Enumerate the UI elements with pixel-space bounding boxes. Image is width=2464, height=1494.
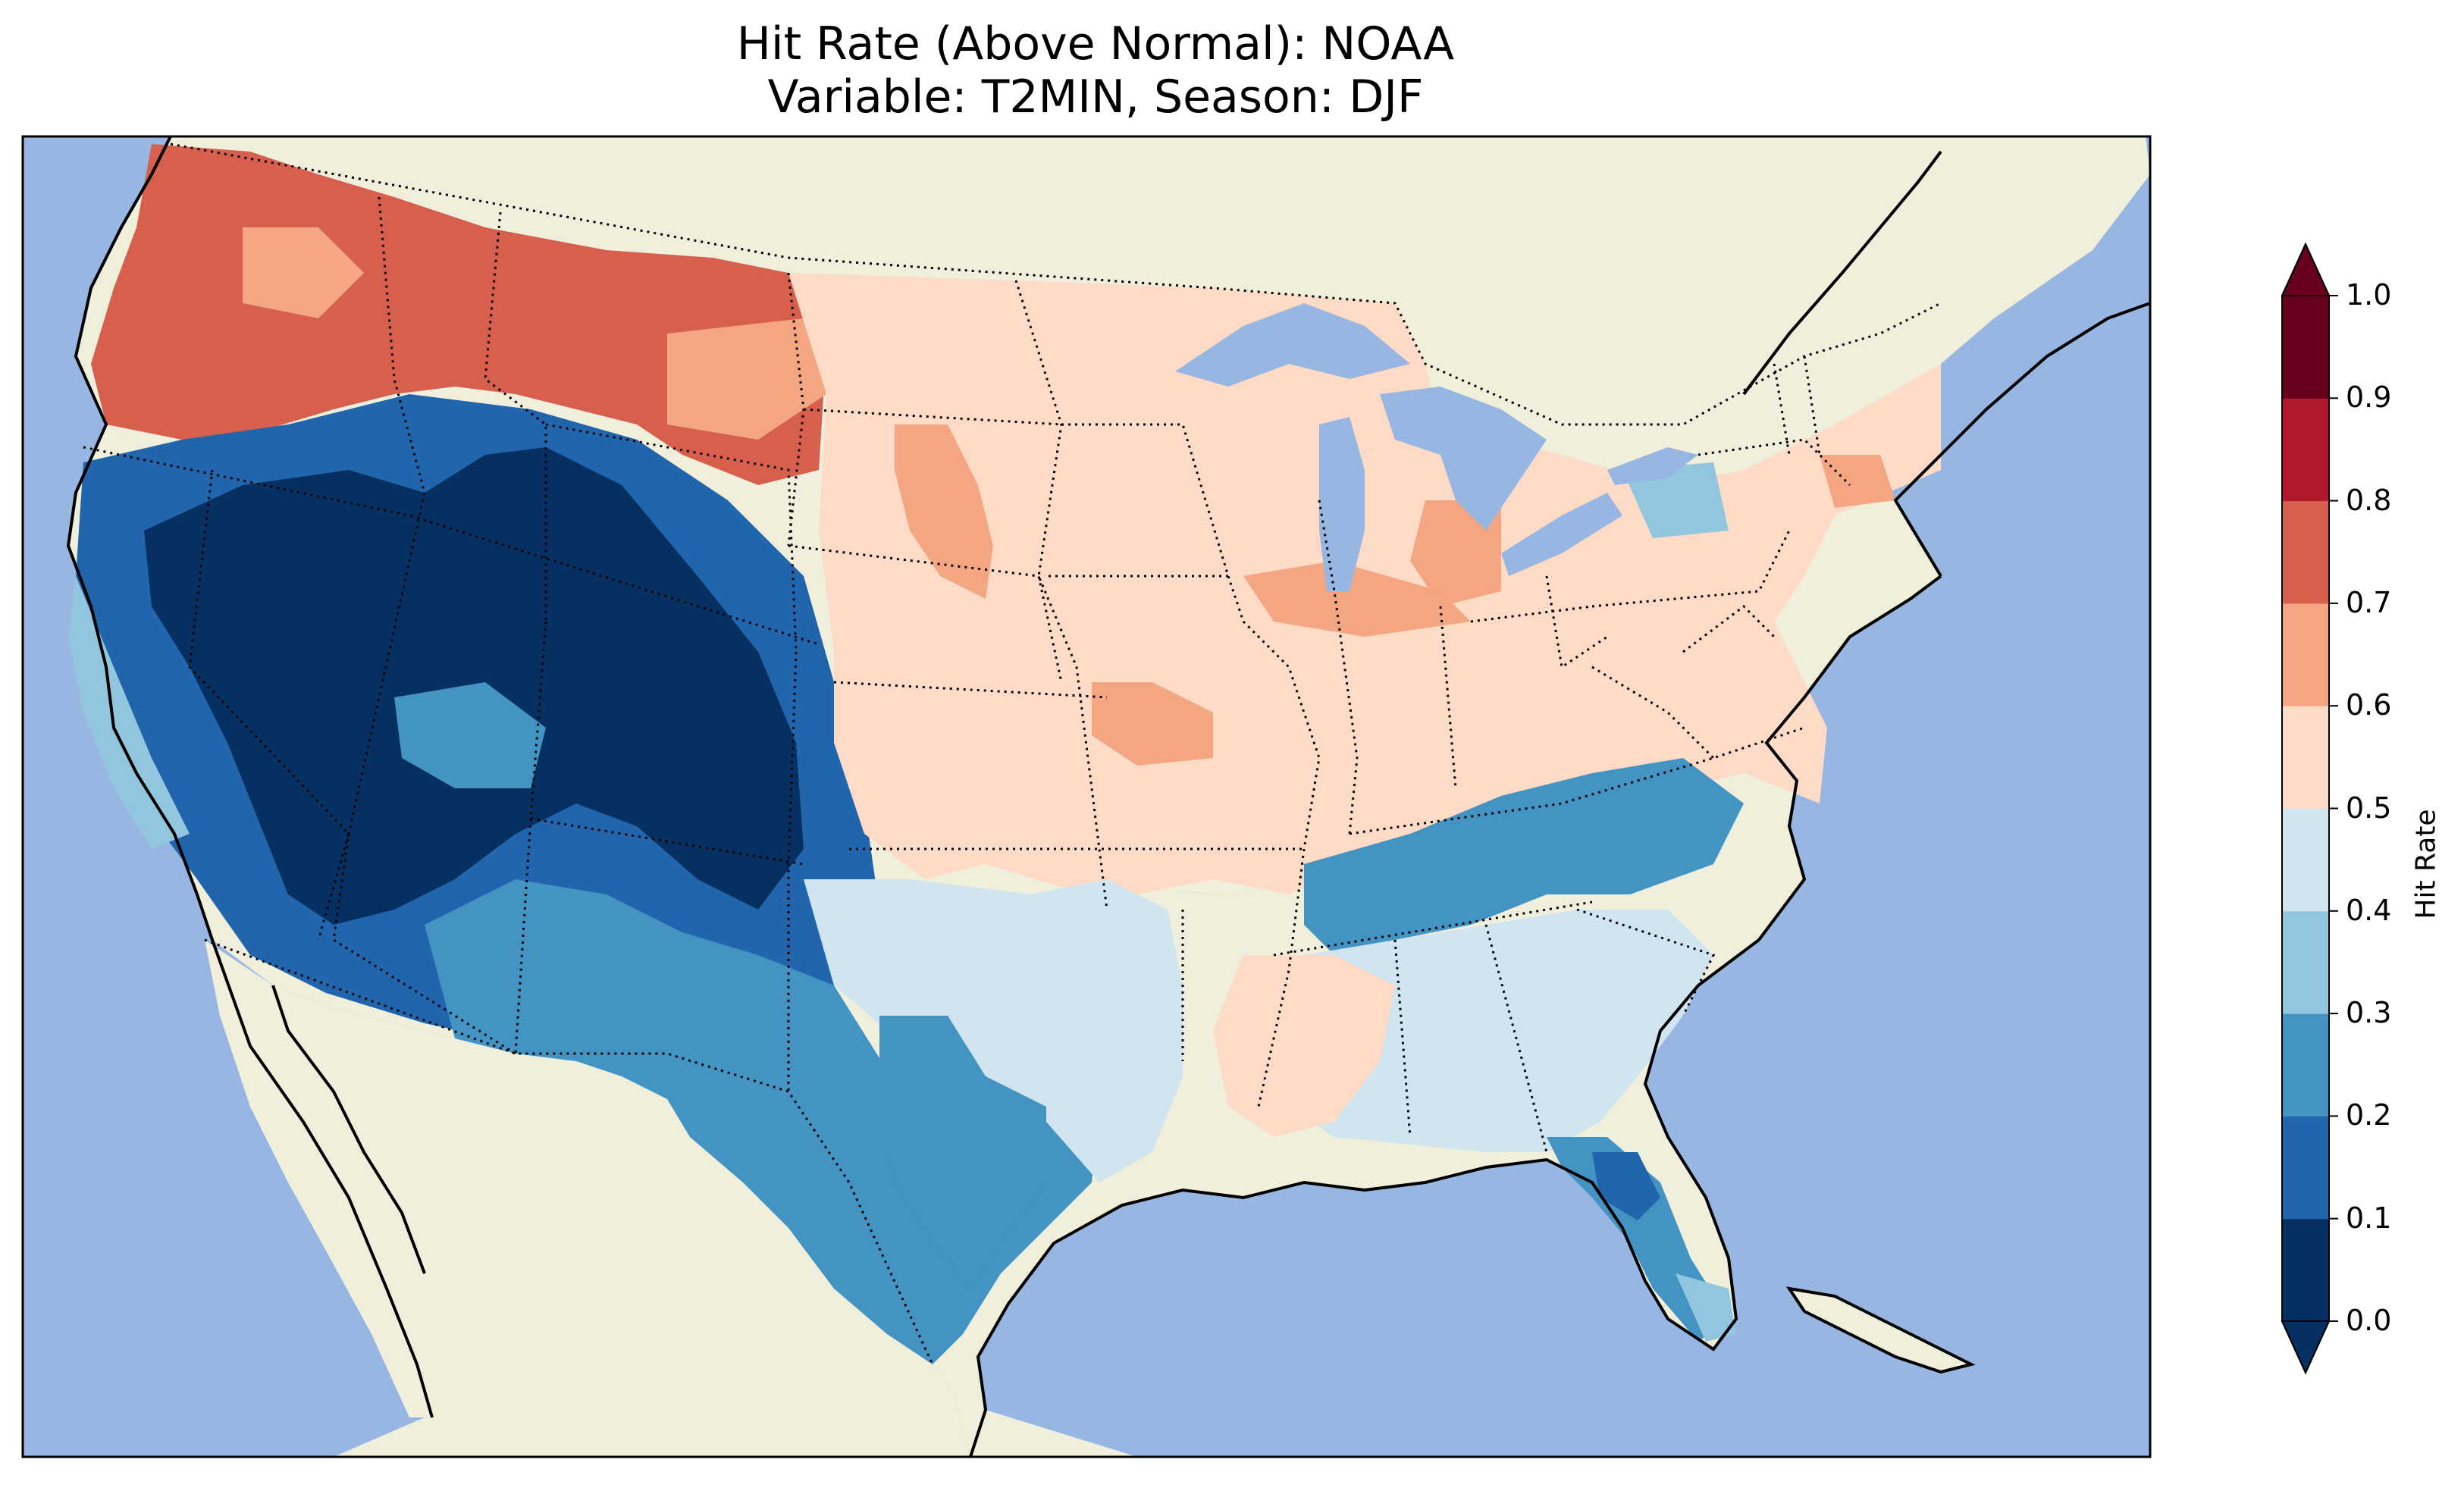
border-plains-vertical: [833, 280, 1304, 910]
region-california-coast: [68, 576, 190, 849]
lake-michigan: [1319, 417, 1365, 591]
region-florida-tip: [1676, 1273, 1736, 1342]
land-cuba: [1789, 1289, 1971, 1372]
colorbar-segment: [2282, 808, 2329, 912]
land-mexico: [205, 940, 970, 1457]
colorbar-tick-label: 0.7: [2346, 585, 2392, 619]
coastline-baja-inner: [271, 985, 426, 1274]
coastlines: [66, 136, 2150, 1457]
land-baja: [205, 940, 432, 1417]
colorbar-segment: [2282, 500, 2329, 604]
colorbar-extend-over: [2281, 242, 2331, 296]
state-borders: [83, 143, 1942, 1365]
colorbar-segment: [2282, 910, 2329, 1014]
colorbar-tick-label: 0.5: [2346, 791, 2392, 825]
colorbar-segment: [2282, 603, 2329, 706]
region-montana-light: [667, 318, 826, 440]
colorbar-segment: [2282, 1218, 2329, 1322]
region-southwest: [425, 879, 1099, 1364]
colorbar-tick-label: 0.9: [2346, 381, 2392, 415]
border-or-ca-nv: [83, 446, 820, 646]
border-us-mexico: [204, 938, 934, 1365]
colorbar-segment: [2282, 706, 2329, 809]
region-sd-orange: [895, 424, 993, 599]
border-south: [1181, 848, 1716, 1153]
colorbar-tick-label: 0.6: [2346, 688, 2392, 722]
colorbar-tick-marks: [2329, 295, 2338, 1322]
region-texas-blue: [879, 1016, 1046, 1289]
colorbar-tick-label: 0.0: [2346, 1304, 2392, 1337]
border-wyoming: [545, 423, 798, 653]
lake-ontario: [1607, 447, 1698, 485]
region-new-york-blue: [1622, 462, 1729, 538]
region-pnw-light: [243, 227, 364, 318]
border-nv-ut-az: [332, 492, 516, 1055]
colorbar-outline: [2281, 242, 2330, 1375]
colorbar-tick-label: 0.8: [2346, 483, 2392, 517]
colorbar-segment: [2282, 398, 2329, 502]
colorbar-extend-under: [2281, 1320, 2331, 1375]
region-utah-mid: [394, 682, 546, 788]
chart-title-line1: Hit Rate (Above Normal): NOAA: [736, 17, 1455, 70]
colorbar-label: Hit Rate: [2410, 809, 2442, 919]
coastline-gulf: [969, 575, 1942, 1457]
border-us-canada: [170, 143, 1942, 426]
region-kansas-orange: [1092, 682, 1213, 766]
region-michigan-orange: [1410, 500, 1501, 606]
colorbar-tick-label: 0.2: [2346, 1098, 2392, 1132]
region-illinois-orange: [1243, 561, 1471, 637]
border-midwest: [1046, 423, 1321, 850]
lake-superior: [1175, 303, 1410, 387]
colorbar-segments: [2282, 296, 2329, 1322]
colorbar-segment: [2282, 296, 2329, 399]
colorbar-tick-label: 1.0: [2346, 278, 2392, 312]
coastline-st-lawrence: [1742, 150, 1942, 396]
region-texas-light: [804, 879, 1183, 1182]
lake-erie: [1501, 493, 1622, 576]
border-idaho-montana: [378, 196, 547, 622]
border-dakotas: [787, 272, 1063, 683]
region-florida-dark: [1592, 1152, 1660, 1220]
region-massachusetts: [1820, 455, 1895, 508]
region-tennessee-valley: [1304, 758, 1744, 955]
colorbar-tick-label: 0.3: [2346, 996, 2392, 1030]
coastline-north-atlantic: [1893, 302, 2150, 578]
lake-huron: [1380, 387, 1547, 531]
region-southeast-pink: [1213, 955, 1395, 1137]
coastline-pacific: [66, 136, 434, 1418]
colorbar-segment: [2282, 1013, 2329, 1117]
border-four-corners: [514, 621, 804, 1092]
border-appalachia: [1349, 605, 1805, 835]
map-frame: [21, 135, 2152, 1458]
chart-title-line2: Variable: T2MIN, Season: DJF: [767, 70, 1424, 124]
hit-rate-field: [68, 144, 1941, 1364]
region-southeast-light: [1259, 910, 1713, 1152]
colorbar-tick-label: 0.4: [2346, 893, 2392, 927]
colorbar-tick-label: 0.1: [2346, 1201, 2392, 1235]
colorbar-segment: [2282, 1116, 2329, 1220]
coastline-cuba: [1785, 1286, 1976, 1374]
